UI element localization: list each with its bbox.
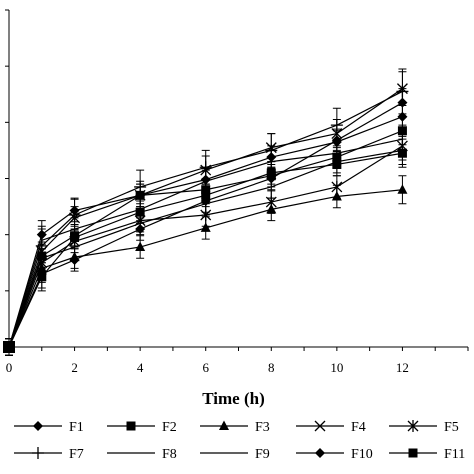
series-line-f3 bbox=[8, 189, 403, 348]
x-ticks: 0 2 4 6 8 10 12 bbox=[6, 347, 469, 375]
legend-marker bbox=[32, 447, 44, 459]
data-point bbox=[331, 180, 343, 193]
x-tick-label: 12 bbox=[396, 360, 409, 375]
series-f11 bbox=[3, 138, 407, 356]
data-point bbox=[37, 272, 47, 282]
legend-label: F2 bbox=[162, 420, 177, 435]
legend-item-f8: F8 bbox=[107, 447, 177, 462]
x-tick-label: 10 bbox=[330, 360, 343, 375]
data-point bbox=[266, 168, 276, 178]
legend-label: F3 bbox=[255, 420, 270, 435]
data-point bbox=[331, 135, 342, 146]
data-point bbox=[134, 180, 147, 193]
data-point bbox=[397, 97, 408, 108]
data-point bbox=[397, 148, 407, 158]
legend-label: F7 bbox=[69, 447, 84, 462]
legend: F1 F2 F3 F4 F5 F7 F8 F9 F10 F11 bbox=[14, 420, 465, 462]
series-line-f5 bbox=[8, 145, 403, 348]
data-point bbox=[135, 241, 146, 252]
series-f2 bbox=[3, 116, 407, 356]
legend-marker bbox=[408, 448, 418, 458]
series-line-f10 bbox=[8, 102, 403, 348]
y-ticks bbox=[5, 9, 9, 348]
x-tick-label: 8 bbox=[268, 360, 275, 375]
legend-item-f1: F1 bbox=[14, 420, 84, 435]
legend-marker bbox=[315, 448, 325, 458]
series-line-f1 bbox=[8, 116, 403, 348]
data-point bbox=[201, 190, 211, 200]
legend-item-f7: F7 bbox=[14, 447, 84, 462]
legend-label: F10 bbox=[351, 447, 373, 462]
legend-item-f5: F5 bbox=[389, 420, 459, 435]
x-tick-label: 6 bbox=[202, 360, 209, 375]
data-point bbox=[69, 254, 80, 265]
legend-marker bbox=[33, 421, 43, 431]
data-point bbox=[3, 341, 15, 353]
legend-item-f9: F9 bbox=[200, 447, 270, 462]
legend-marker bbox=[314, 420, 326, 432]
legend-marker bbox=[407, 420, 419, 432]
legend-item-f11: F11 bbox=[389, 447, 465, 462]
data-point bbox=[397, 184, 408, 194]
legend-item-f10: F10 bbox=[296, 447, 373, 462]
legend-label: F4 bbox=[351, 420, 366, 435]
x-tick-label: 4 bbox=[137, 360, 144, 375]
series-layer bbox=[3, 68, 409, 356]
legend-label: F11 bbox=[444, 447, 465, 462]
legend-label: F8 bbox=[162, 447, 177, 462]
legend-marker bbox=[126, 421, 136, 431]
data-point bbox=[135, 207, 145, 217]
data-point bbox=[332, 159, 342, 169]
legend-item-f3: F3 bbox=[200, 420, 270, 435]
series-line-f2 bbox=[8, 130, 403, 348]
data-point bbox=[200, 222, 211, 232]
series-line-f7 bbox=[8, 90, 403, 348]
x-tick-label: 2 bbox=[71, 360, 78, 375]
legend-label: F1 bbox=[69, 420, 84, 435]
legend-marker bbox=[219, 420, 229, 430]
series-line-f11 bbox=[8, 152, 403, 348]
series-line-f8 bbox=[8, 138, 403, 348]
data-point bbox=[135, 224, 146, 235]
legend-item-f2: F2 bbox=[107, 420, 177, 435]
x-tick-label: 0 bbox=[6, 360, 13, 375]
legend-label: F9 bbox=[255, 447, 270, 462]
data-point bbox=[70, 232, 80, 242]
axes bbox=[8, 10, 468, 348]
x-axis-title: Time (h) bbox=[202, 389, 265, 408]
legend-item-f4: F4 bbox=[296, 420, 366, 435]
legend-label: F5 bbox=[444, 420, 459, 435]
